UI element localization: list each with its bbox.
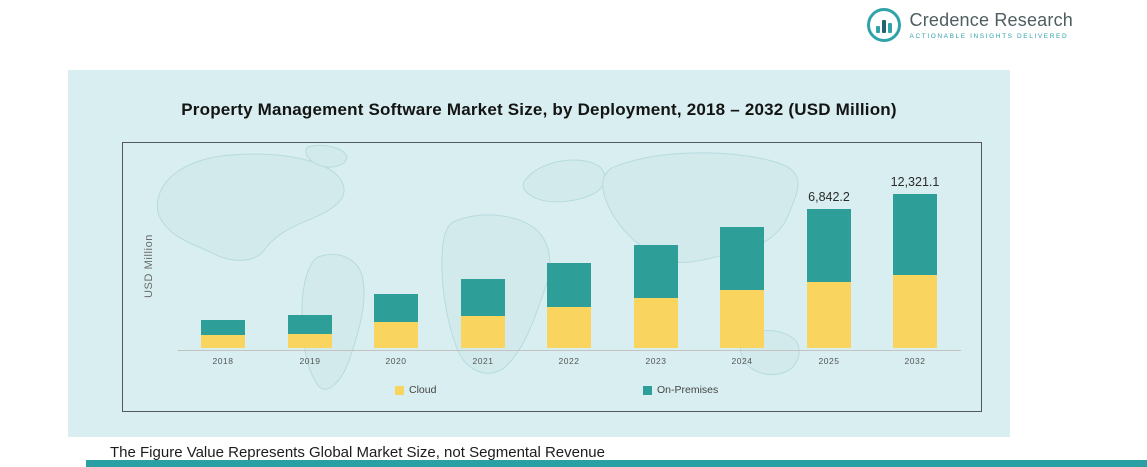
segment-on-premises: [634, 245, 678, 298]
x-axis-tick-label: 2023: [645, 356, 667, 366]
x-axis-tick-label: 2019: [299, 356, 321, 366]
segment-on-premises: [720, 227, 764, 290]
on-premises-legend-swatch: [643, 385, 652, 395]
bar-2023: [634, 245, 678, 348]
bar-2020: [374, 294, 418, 348]
segment-on-premises: [807, 209, 851, 282]
bar-2019: [288, 315, 332, 348]
x-axis-tick-label: 2025: [818, 356, 840, 366]
segment-cloud: [720, 290, 764, 348]
segment-on-premises: [893, 194, 937, 275]
x-axis-tick-label: 2032: [904, 356, 926, 366]
logo-bar-icon: [875, 26, 880, 33]
legend-item-on-premises: On-Premises: [643, 384, 718, 396]
bar-2024: [720, 227, 764, 348]
bar-2018: [201, 320, 245, 348]
legend-label-cloud: Cloud: [409, 384, 437, 396]
x-axis-tick-label: 2024: [731, 356, 753, 366]
segment-cloud: [374, 322, 418, 348]
segment-on-premises: [374, 294, 418, 322]
footnote: The Figure Value Represents Global Marke…: [110, 444, 605, 461]
segment-cloud: [547, 307, 591, 348]
plot-area: USD Million Cloud On-Premises 2018 2019 20…: [122, 142, 982, 412]
segment-cloud: [288, 334, 332, 348]
y-axis-label: USD Million: [143, 233, 155, 299]
segment-cloud: [201, 335, 245, 348]
chart-title: Property Management Software Market Size…: [181, 100, 897, 119]
bar-2021: [461, 279, 505, 348]
segment-cloud: [461, 316, 505, 348]
bar-2032: 12,321.1: [890, 175, 940, 348]
legend-item-cloud: Cloud: [395, 384, 436, 396]
segment-on-premises: [547, 263, 591, 307]
x-axis-tick-label: 2020: [385, 356, 407, 366]
segment-cloud: [634, 298, 678, 348]
logo-bar-icon: [881, 20, 886, 33]
logo-name: Credence Research: [909, 10, 1073, 30]
segment-cloud: [893, 275, 937, 348]
bar-2025: 6,842.2: [807, 190, 851, 348]
logo-tagline: Actionable Insights Delivered: [909, 33, 1069, 40]
x-axis-tick-label: 2021: [472, 356, 494, 366]
logo-text: Credence Research Actionable Insights De…: [910, 10, 1073, 40]
segment-cloud: [807, 282, 851, 348]
segment-on-premises: [461, 279, 505, 316]
segment-on-premises: [201, 320, 245, 335]
footer-accent-bar: [86, 460, 1147, 467]
bar-chart-logo-icon: [866, 8, 901, 42]
bar-2022: [547, 263, 591, 348]
bar-value-label: 12,321.1: [890, 175, 940, 189]
logo: Credence Research Actionable Insights De…: [866, 8, 1073, 42]
x-axis-line: [178, 350, 961, 351]
logo-bar-icon: [887, 23, 892, 33]
x-axis-tick-label: 2022: [558, 356, 580, 366]
cloud-legend-swatch: [395, 385, 404, 395]
legend-label-on-premises: On-Premises: [657, 384, 719, 396]
chart-card: Property Management Software Market Size…: [68, 70, 1010, 437]
segment-on-premises: [288, 315, 332, 334]
x-axis-tick-label: 2018: [212, 356, 234, 366]
bar-value-label: 6,842.2: [808, 190, 850, 204]
